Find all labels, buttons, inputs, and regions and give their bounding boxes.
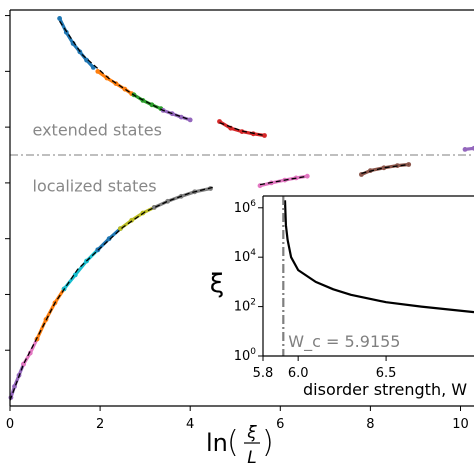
inset-y-tick-label: 106	[234, 199, 257, 216]
inset-x-ticks: 5.8 6.0 6.5	[253, 356, 397, 381]
data-point	[149, 102, 155, 108]
x-label-prefix: ln	[206, 429, 228, 457]
data-point	[57, 16, 62, 21]
main-x-axis-label: ln ( ξ L )	[206, 423, 274, 468]
data-point	[187, 117, 193, 123]
inset-background	[230, 192, 474, 392]
x-tick-label: 6	[276, 417, 284, 432]
inset-curve-0	[283, 200, 474, 314]
inset-y-tick-label: 104	[234, 248, 257, 265]
x-tick-label: 0	[6, 417, 14, 432]
main-y-ticks	[5, 15, 10, 351]
x-label-numerator: ξ	[246, 423, 257, 443]
data-point	[381, 165, 387, 171]
critical-disorder-label: W_c = 5.9155	[288, 332, 400, 352]
annotation-extended-states: extended states	[33, 120, 162, 139]
inset-y-tick-label: 102	[234, 298, 256, 315]
x-label-paren-close: )	[262, 425, 274, 460]
data-point	[84, 57, 89, 63]
data-point	[72, 272, 78, 278]
data-point	[21, 361, 26, 367]
data-point	[118, 226, 123, 232]
data-point	[471, 145, 474, 151]
x-label-paren-open: (	[227, 425, 239, 460]
fit-curve-4	[9, 186, 213, 401]
x-tick-label: 10	[452, 417, 469, 432]
main-fit-curves-group	[9, 20, 409, 401]
data-point	[462, 147, 468, 152]
data-point	[165, 198, 171, 204]
inset-y-axis-label: ξ	[210, 269, 225, 299]
inset-y-ticks: 100 102 104 106	[234, 199, 263, 364]
annotation-localized-states: localized states	[33, 176, 157, 195]
main-axes: extended states localized states 0 2 4 6 8 10…	[5, 9, 474, 468]
data-point	[151, 205, 157, 210]
inset-x-axis-label: disorder strength, W	[303, 380, 467, 399]
fit-curve-0	[59, 20, 191, 121]
x-tick-label: 8	[366, 417, 374, 432]
data-point	[104, 75, 110, 81]
data-point	[106, 236, 112, 242]
x-tick-label: 2	[96, 417, 104, 432]
inset-x-tick-label: 5.8	[253, 366, 274, 381]
inset-y-tick-label: 100	[234, 347, 257, 364]
main-x-ticks: 0 2 4 6 8 10	[6, 406, 469, 432]
x-label-denominator: L	[247, 448, 256, 468]
inset-series-group	[283, 200, 474, 314]
inset-axes: W_c = 5.9155 5.8 6.0 6.5 100 102 104 106 diso…	[210, 192, 474, 399]
data-point	[95, 69, 101, 74]
data-point	[262, 133, 267, 138]
x-tick-label: 4	[186, 417, 194, 432]
fit-curve-2	[259, 175, 308, 186]
inset-x-tick-label: 6.0	[288, 366, 309, 381]
inset-x-tick-label: 6.5	[376, 366, 397, 381]
